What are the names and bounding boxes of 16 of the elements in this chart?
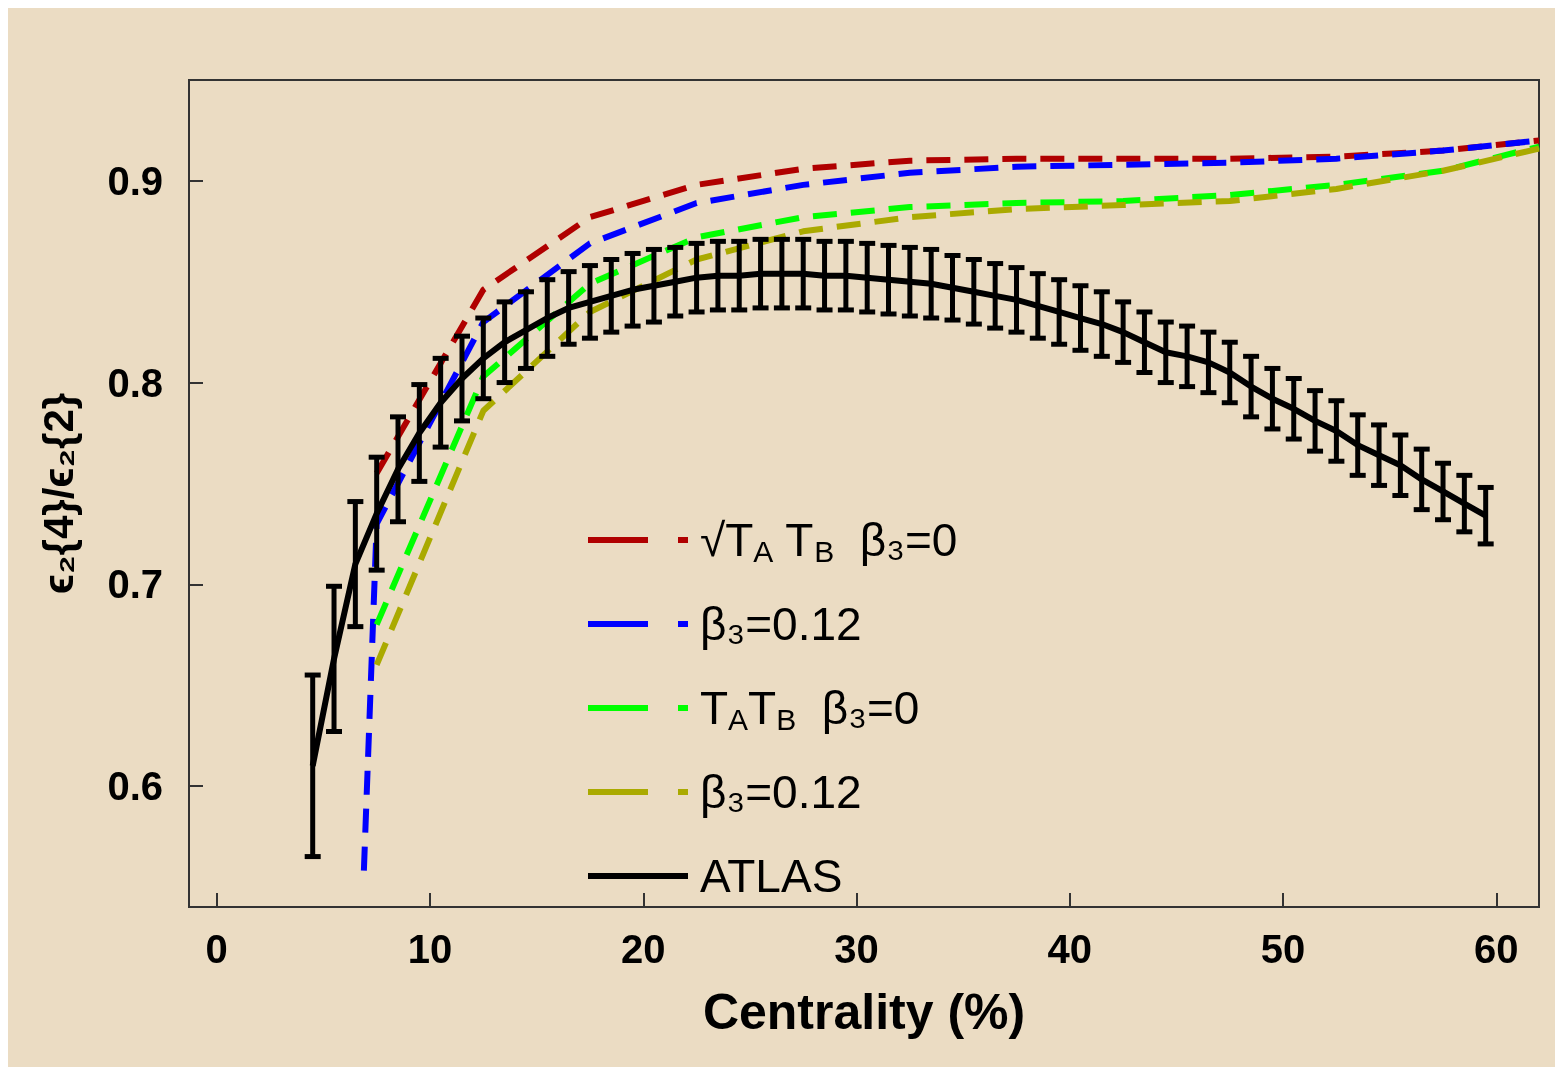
x-tick-label: 40 xyxy=(1047,927,1093,971)
x-axis-title: Centrality (%) xyxy=(702,984,1026,1040)
y-tick-label: 0.8 xyxy=(107,360,163,405)
legend-label: ATLAS xyxy=(700,850,843,902)
y-tick-label: 0.6 xyxy=(107,763,163,808)
legend-label: β₃=0.12 xyxy=(700,598,862,650)
x-tick-label: 60 xyxy=(1474,927,1519,971)
x-tick-label: 20 xyxy=(621,927,666,971)
legend-label: β₃=0.12 xyxy=(700,766,862,818)
x-tick-label: 50 xyxy=(1260,927,1306,971)
y-axis-title: ϵ₂{4}/ϵ₂{2} xyxy=(34,392,82,595)
y-tick-label: 0.7 xyxy=(107,562,163,607)
x-tick-label: 10 xyxy=(407,927,453,971)
y-tick-label: 0.9 xyxy=(107,158,163,203)
x-tick-label: 30 xyxy=(834,927,879,971)
x-tick-label: 0 xyxy=(205,927,228,971)
